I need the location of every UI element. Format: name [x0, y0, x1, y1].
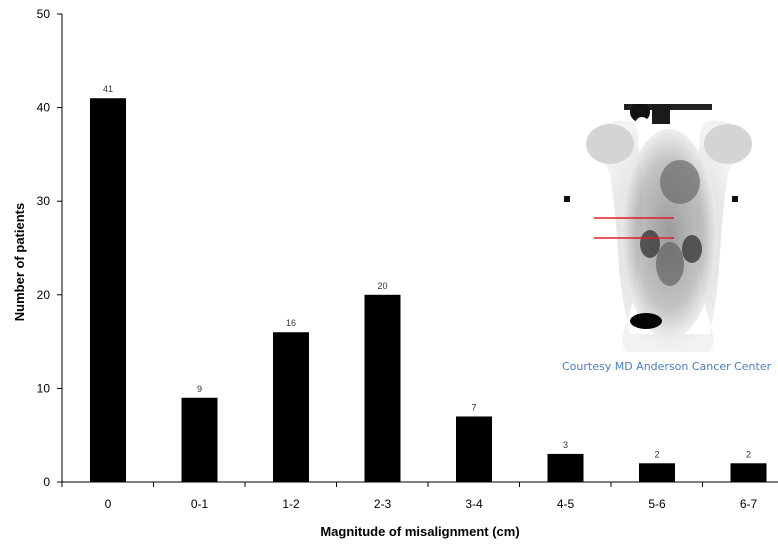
y-tick-label: 50: [37, 7, 51, 21]
y-axis: 0 10 20 30 40 50: [37, 7, 63, 489]
data-label: 7: [471, 402, 476, 412]
bar: [639, 463, 675, 482]
data-label: 16: [286, 318, 296, 328]
bar: [730, 463, 767, 482]
data-label: 2: [746, 449, 751, 459]
bar: [456, 416, 492, 482]
bar: [547, 453, 584, 482]
x-tick-label: 3-4: [465, 497, 483, 511]
y-tick-label: 40: [37, 101, 51, 115]
x-tick-label: 0-1: [191, 497, 209, 511]
y-tick-label: 30: [37, 194, 51, 208]
y-tick-label: 10: [37, 381, 51, 395]
x-tick-label: 2-3: [374, 497, 392, 511]
bar: [273, 332, 309, 482]
y-tick-label: 0: [43, 475, 50, 489]
data-labels: 41 9 16 20 7 3 2 2: [103, 84, 751, 459]
bar: [181, 397, 218, 482]
y-tick-label: 20: [37, 288, 51, 302]
data-label: 2: [654, 449, 659, 459]
x-axis-title: Magnitude of misalignment (cm): [320, 524, 519, 539]
x-tick-label: 1-2: [282, 497, 300, 511]
data-label: 3: [563, 440, 568, 450]
image-credit: Courtesy MD Anderson Cancer Center: [562, 360, 772, 373]
data-label: 20: [377, 281, 387, 291]
bars: [90, 98, 767, 483]
bar: [90, 98, 126, 483]
pet-scan-image: [564, 104, 752, 353]
x-tick-label: 5-6: [648, 497, 666, 511]
x-tick-label: 4-5: [557, 497, 575, 511]
data-label: 41: [103, 84, 113, 94]
y-axis-title: Number of patients: [12, 203, 27, 321]
x-tick-label: 6-7: [740, 497, 758, 511]
data-label: 9: [197, 384, 202, 394]
bar: [364, 294, 401, 482]
x-axis: 0 0-1 1-2 2-3 3-4 4-5 5-6 6-7: [61, 481, 778, 511]
x-tick-label: 0: [105, 497, 112, 511]
